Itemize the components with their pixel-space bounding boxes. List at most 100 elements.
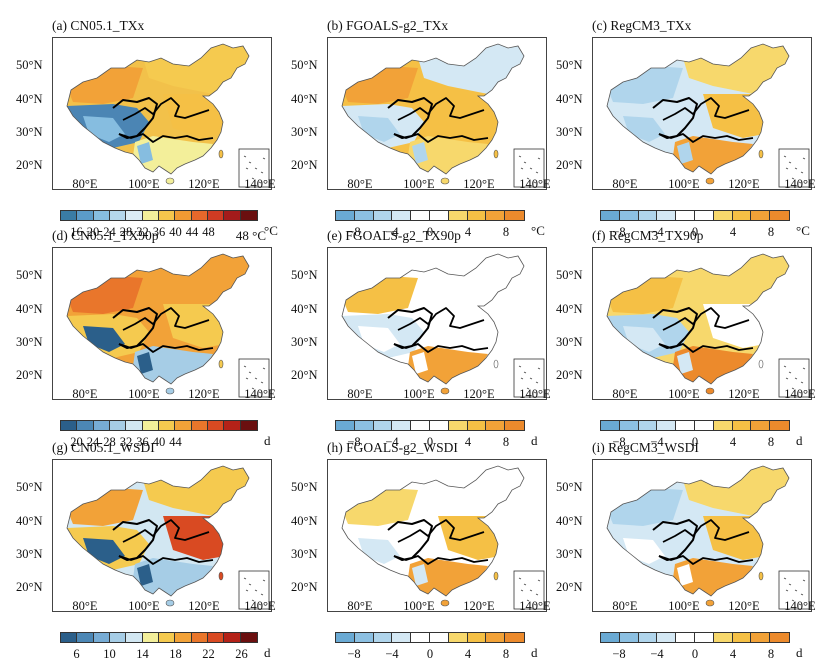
colorbar-label: 36 xyxy=(152,225,166,239)
colorbar-segment xyxy=(373,421,393,430)
colorbar-unit: °C xyxy=(796,223,810,238)
colorbar-label: −8 xyxy=(612,647,626,661)
panel-title: (c) RegCM3_TXx xyxy=(592,18,692,33)
colorbar-label: −4 xyxy=(650,225,664,239)
colorbar-label: −4 xyxy=(385,647,399,661)
hainan-island xyxy=(165,177,175,185)
colorbar-label: 0 xyxy=(691,225,699,239)
colorbar-segment xyxy=(392,421,412,430)
field-northwest xyxy=(342,488,418,526)
yellow-river xyxy=(122,97,210,121)
colorbar-label: −8 xyxy=(347,647,361,661)
field-south xyxy=(673,136,753,174)
country-border xyxy=(606,465,790,597)
field-north xyxy=(683,44,789,94)
taiwan-island xyxy=(493,149,499,159)
yangtze-river xyxy=(118,343,214,353)
country-border xyxy=(606,253,790,385)
colorbar-segment xyxy=(429,633,449,642)
colorbar xyxy=(600,420,790,431)
map-panel: (c) RegCM3_TXx 50°N 40°N 30°N 20°N 80°E 100°E 1… xyxy=(540,18,820,239)
south-china-sea-inset xyxy=(513,358,545,398)
taiwan-island xyxy=(218,359,224,369)
colorbar-segment xyxy=(411,633,430,642)
panel-title: (a) CN05.1_TXx xyxy=(52,18,145,33)
colorbar-label: −8 xyxy=(347,225,361,239)
map-panel: (b) FGOALS-g2_TXx 50°N 40°N 30°N 20°N 80°E 100… xyxy=(275,18,555,239)
colorbar-segment xyxy=(175,211,192,220)
longitude-tick: 80°E xyxy=(612,387,638,401)
latitude-tick: 30°N xyxy=(16,335,43,349)
latitude-tick: 20°N xyxy=(291,368,318,382)
colorbar-label: 24 xyxy=(86,435,100,449)
field-south xyxy=(408,346,488,384)
field-southwest xyxy=(412,352,428,374)
field-south xyxy=(408,558,488,596)
south-china-sea-inset xyxy=(238,570,270,610)
colorbar-segment xyxy=(751,211,771,220)
colorbar-label: 10 xyxy=(103,647,116,661)
latitude-tick: 20°N xyxy=(16,158,43,172)
colorbar-segment xyxy=(224,211,241,220)
longitude-tick: 140°E xyxy=(244,599,276,613)
extra-label: 48 °C xyxy=(235,228,266,243)
latitude-tick: 40°N xyxy=(16,92,43,106)
colorbar-label: 8 xyxy=(767,435,775,449)
yellow-river xyxy=(662,307,750,331)
panel-title: (g) CN05.1_WSDI xyxy=(52,440,155,455)
colorbar xyxy=(335,420,525,431)
yangtze-river xyxy=(393,555,489,565)
field-north xyxy=(418,466,524,516)
colorbar-segment xyxy=(77,211,94,220)
hainan-island xyxy=(440,177,450,185)
country-border xyxy=(341,465,525,597)
colorbar-segment xyxy=(448,211,468,220)
china-map xyxy=(341,253,545,398)
colorbar-segment xyxy=(142,211,159,220)
longitude-tick: 120°E xyxy=(188,177,220,191)
colorbar-label: 20 xyxy=(86,225,100,239)
china-map xyxy=(66,43,270,188)
colorbar-segment xyxy=(93,211,110,220)
longitude-tick: 120°E xyxy=(188,599,220,613)
colorbar-segment xyxy=(373,633,393,642)
south-china-sea-inset xyxy=(778,570,810,610)
field-northwest xyxy=(607,276,683,314)
field-northwest xyxy=(67,66,143,104)
colorbar-segment xyxy=(109,211,127,220)
colorbar-segment xyxy=(109,633,127,642)
country-border xyxy=(66,43,250,175)
china-map xyxy=(66,465,270,610)
map-frame xyxy=(592,247,812,400)
field-southwest xyxy=(677,352,693,374)
colorbar-segment xyxy=(191,211,208,220)
colorbar-segment xyxy=(448,421,468,430)
field-north xyxy=(143,466,249,516)
map-panel: (e) FGOALS-g2_TX90p 50°N 40°N 30°N 20°N 80°E 1… xyxy=(275,228,555,449)
colorbar-unit: d xyxy=(264,645,271,660)
taiwan-island xyxy=(758,571,764,581)
colorbar-segment xyxy=(467,421,487,430)
longitude-tick: 100°E xyxy=(128,599,160,613)
colorbar xyxy=(335,210,525,221)
colorbar-segment xyxy=(336,421,355,430)
field-southwest xyxy=(137,564,153,586)
south-china-sea-inset xyxy=(238,148,270,188)
colorbar-label: 28 xyxy=(103,435,116,449)
map-panel: (a) CN05.1_TXx 50°N 40°N 30°N 20°N 80°E 100°E 1… xyxy=(0,18,280,239)
longitude-tick: 80°E xyxy=(347,387,373,401)
map-panel: (d) CN05.1_TX90p 48 °C 50°N 40°N 30°N 20°N 80°… xyxy=(0,228,280,449)
latitude-tick: 50°N xyxy=(556,480,583,494)
colorbar-segment xyxy=(505,211,524,220)
colorbar-label: −4 xyxy=(385,435,399,449)
colorbar-segment xyxy=(505,633,524,642)
colorbar-segment xyxy=(676,633,695,642)
latitude-tick: 20°N xyxy=(556,580,583,594)
colorbar-segment xyxy=(713,421,733,430)
colorbar-label: −4 xyxy=(650,647,664,661)
colorbar-segment xyxy=(619,211,639,220)
field-southwest xyxy=(137,142,153,164)
colorbar-segment xyxy=(336,633,355,642)
yangtze-river xyxy=(658,555,754,565)
colorbar-segment xyxy=(676,421,695,430)
